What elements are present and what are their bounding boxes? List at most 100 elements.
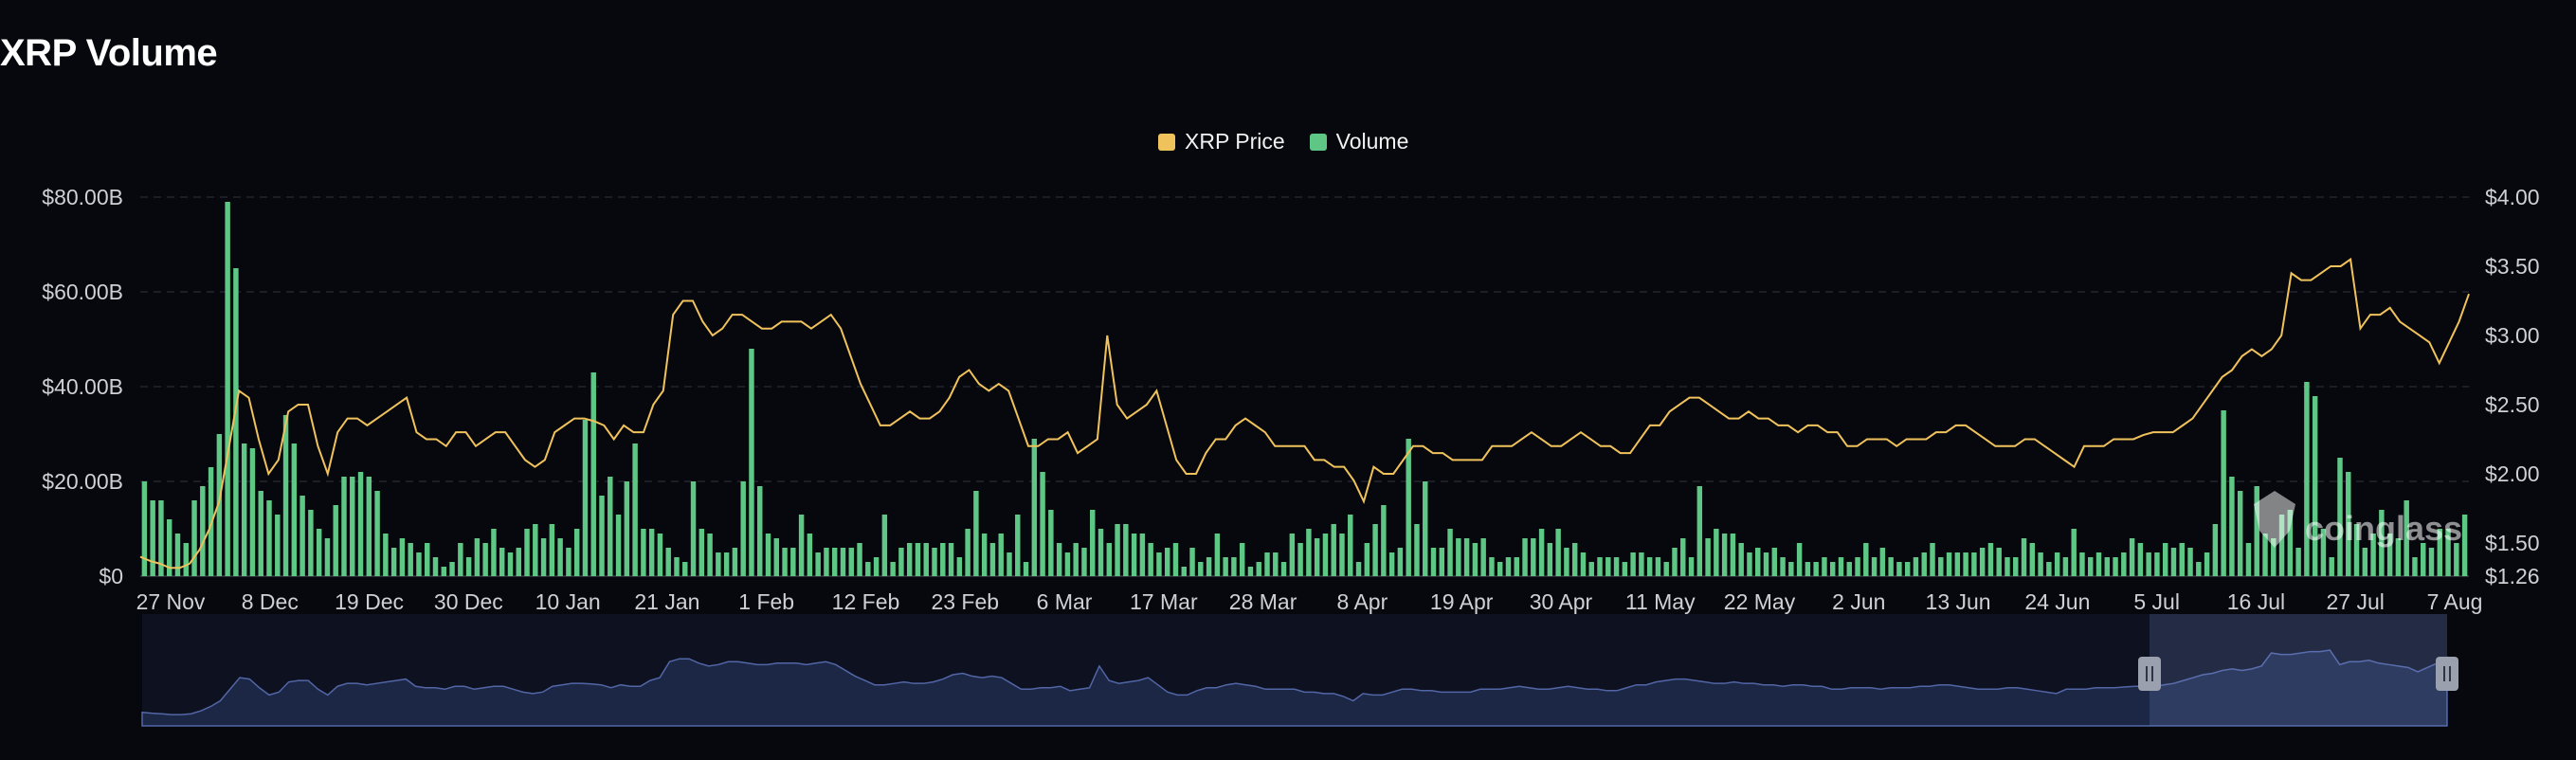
volume-bar [441, 567, 447, 576]
watermark-text: coinglass [2305, 509, 2462, 548]
volume-bar [1705, 538, 1711, 576]
volume-bar [533, 524, 538, 576]
volume-bar [566, 548, 571, 576]
volume-bar [815, 552, 821, 576]
volume-bar [1663, 562, 1669, 576]
volume-bar [1879, 548, 1886, 576]
volume-bar [1714, 529, 1719, 576]
y-left-tick-label: $0 [99, 564, 123, 588]
volume-bar [2046, 562, 2052, 576]
volume-bar [316, 529, 322, 576]
volume-bar [716, 552, 721, 576]
volume-bar [932, 548, 937, 576]
volume-bar [1588, 562, 1594, 576]
volume-bar [2461, 515, 2468, 576]
volume-bar [1747, 552, 1752, 576]
volume-bar [1264, 552, 1270, 576]
volume-bar [1805, 562, 1811, 576]
volume-bar [1721, 534, 1728, 576]
volume-bar [665, 548, 671, 576]
x-tick-label: 16 Jul [2227, 589, 2285, 614]
volume-bar [573, 529, 580, 576]
volume-bar [873, 557, 880, 576]
volume-bar [1447, 529, 1453, 576]
volume-bar [1472, 543, 1478, 576]
y-right-tick-label: $1.50 [2485, 531, 2540, 555]
volume-bar [2237, 491, 2243, 576]
volume-bar [324, 538, 331, 576]
volume-bar [2038, 552, 2043, 576]
volume-bar [1555, 529, 1561, 576]
x-tick-label: 27 Nov [136, 589, 206, 614]
volume-bar [1855, 557, 1860, 576]
x-tick-label: 22 May [1724, 589, 1796, 614]
volume-bar [608, 477, 613, 576]
volume-bar [158, 500, 164, 576]
volume-bar [449, 562, 455, 576]
volume-bar [641, 529, 646, 576]
x-tick-label: 19 Dec [335, 589, 404, 614]
volume-bar [1297, 543, 1303, 576]
legend-item-price[interactable]: XRP Price [1158, 129, 1285, 154]
volume-bar [865, 562, 871, 576]
volume-bar [989, 543, 996, 576]
volume-bar [1946, 552, 1952, 576]
volume-bar [1439, 548, 1445, 576]
volume-bar [1289, 534, 1296, 576]
volume-bar [357, 472, 364, 576]
volume-bar [1098, 529, 1104, 576]
volume-bar [1822, 557, 1827, 576]
y-right-tick-label: $1.26 [2485, 564, 2540, 588]
volume-bar [615, 515, 622, 576]
navigator-handle-right[interactable] [2436, 657, 2458, 691]
volume-bar [773, 538, 780, 576]
volume-bar [1115, 524, 1120, 576]
y-right-tick-label: $4.00 [2485, 185, 2540, 209]
volume-bar [632, 443, 638, 576]
volume-bar [790, 548, 796, 576]
volume-bar [416, 552, 422, 576]
volume-bar [648, 529, 655, 576]
volume-bar [1181, 567, 1187, 576]
volume-bar [174, 534, 181, 576]
volume-bar [1796, 543, 1803, 576]
volume-bar [1580, 552, 1587, 576]
volume-bar [233, 268, 239, 576]
price-line [139, 257, 2470, 570]
volume-bar [1423, 481, 1428, 576]
range-navigator[interactable] [141, 614, 2458, 727]
volume-bar [291, 443, 298, 576]
volume-bar [1256, 562, 1261, 576]
volume-bar [582, 420, 589, 576]
legend-item-volume[interactable]: Volume [1309, 129, 1408, 154]
volume-bar [2088, 557, 2094, 576]
volume-bar [1514, 557, 1519, 576]
navigator-selection[interactable] [2150, 614, 2447, 726]
navigator-handle-left[interactable] [2138, 657, 2161, 691]
volume-bar [491, 529, 497, 576]
volume-bar [1148, 543, 1153, 576]
volume-bar [141, 481, 148, 576]
volume-bar [1979, 548, 1986, 576]
volume-bar [1073, 543, 1079, 576]
volume-bar [1364, 543, 1370, 576]
volume-bar [940, 543, 946, 576]
volume-bar [2404, 500, 2409, 576]
volume-bar [1571, 543, 1578, 576]
volume-bar [1372, 524, 1378, 576]
volume-bar [1613, 557, 1620, 576]
legend-swatch-price [1158, 133, 1175, 151]
volume-bar [408, 543, 413, 576]
volume-bar [2212, 524, 2219, 576]
x-tick-label: 13 Jun [1926, 589, 1991, 614]
volume-bar [1273, 552, 1279, 576]
x-tick-label: 30 Dec [434, 589, 503, 614]
volume-bar [1688, 557, 1695, 576]
volume-bar [1231, 557, 1237, 576]
volume-bar [1838, 557, 1844, 576]
volume-bar [1564, 548, 1569, 576]
volume-bar [350, 477, 355, 576]
volume-bar [374, 491, 380, 576]
coinglass-logo-icon [2254, 491, 2295, 548]
